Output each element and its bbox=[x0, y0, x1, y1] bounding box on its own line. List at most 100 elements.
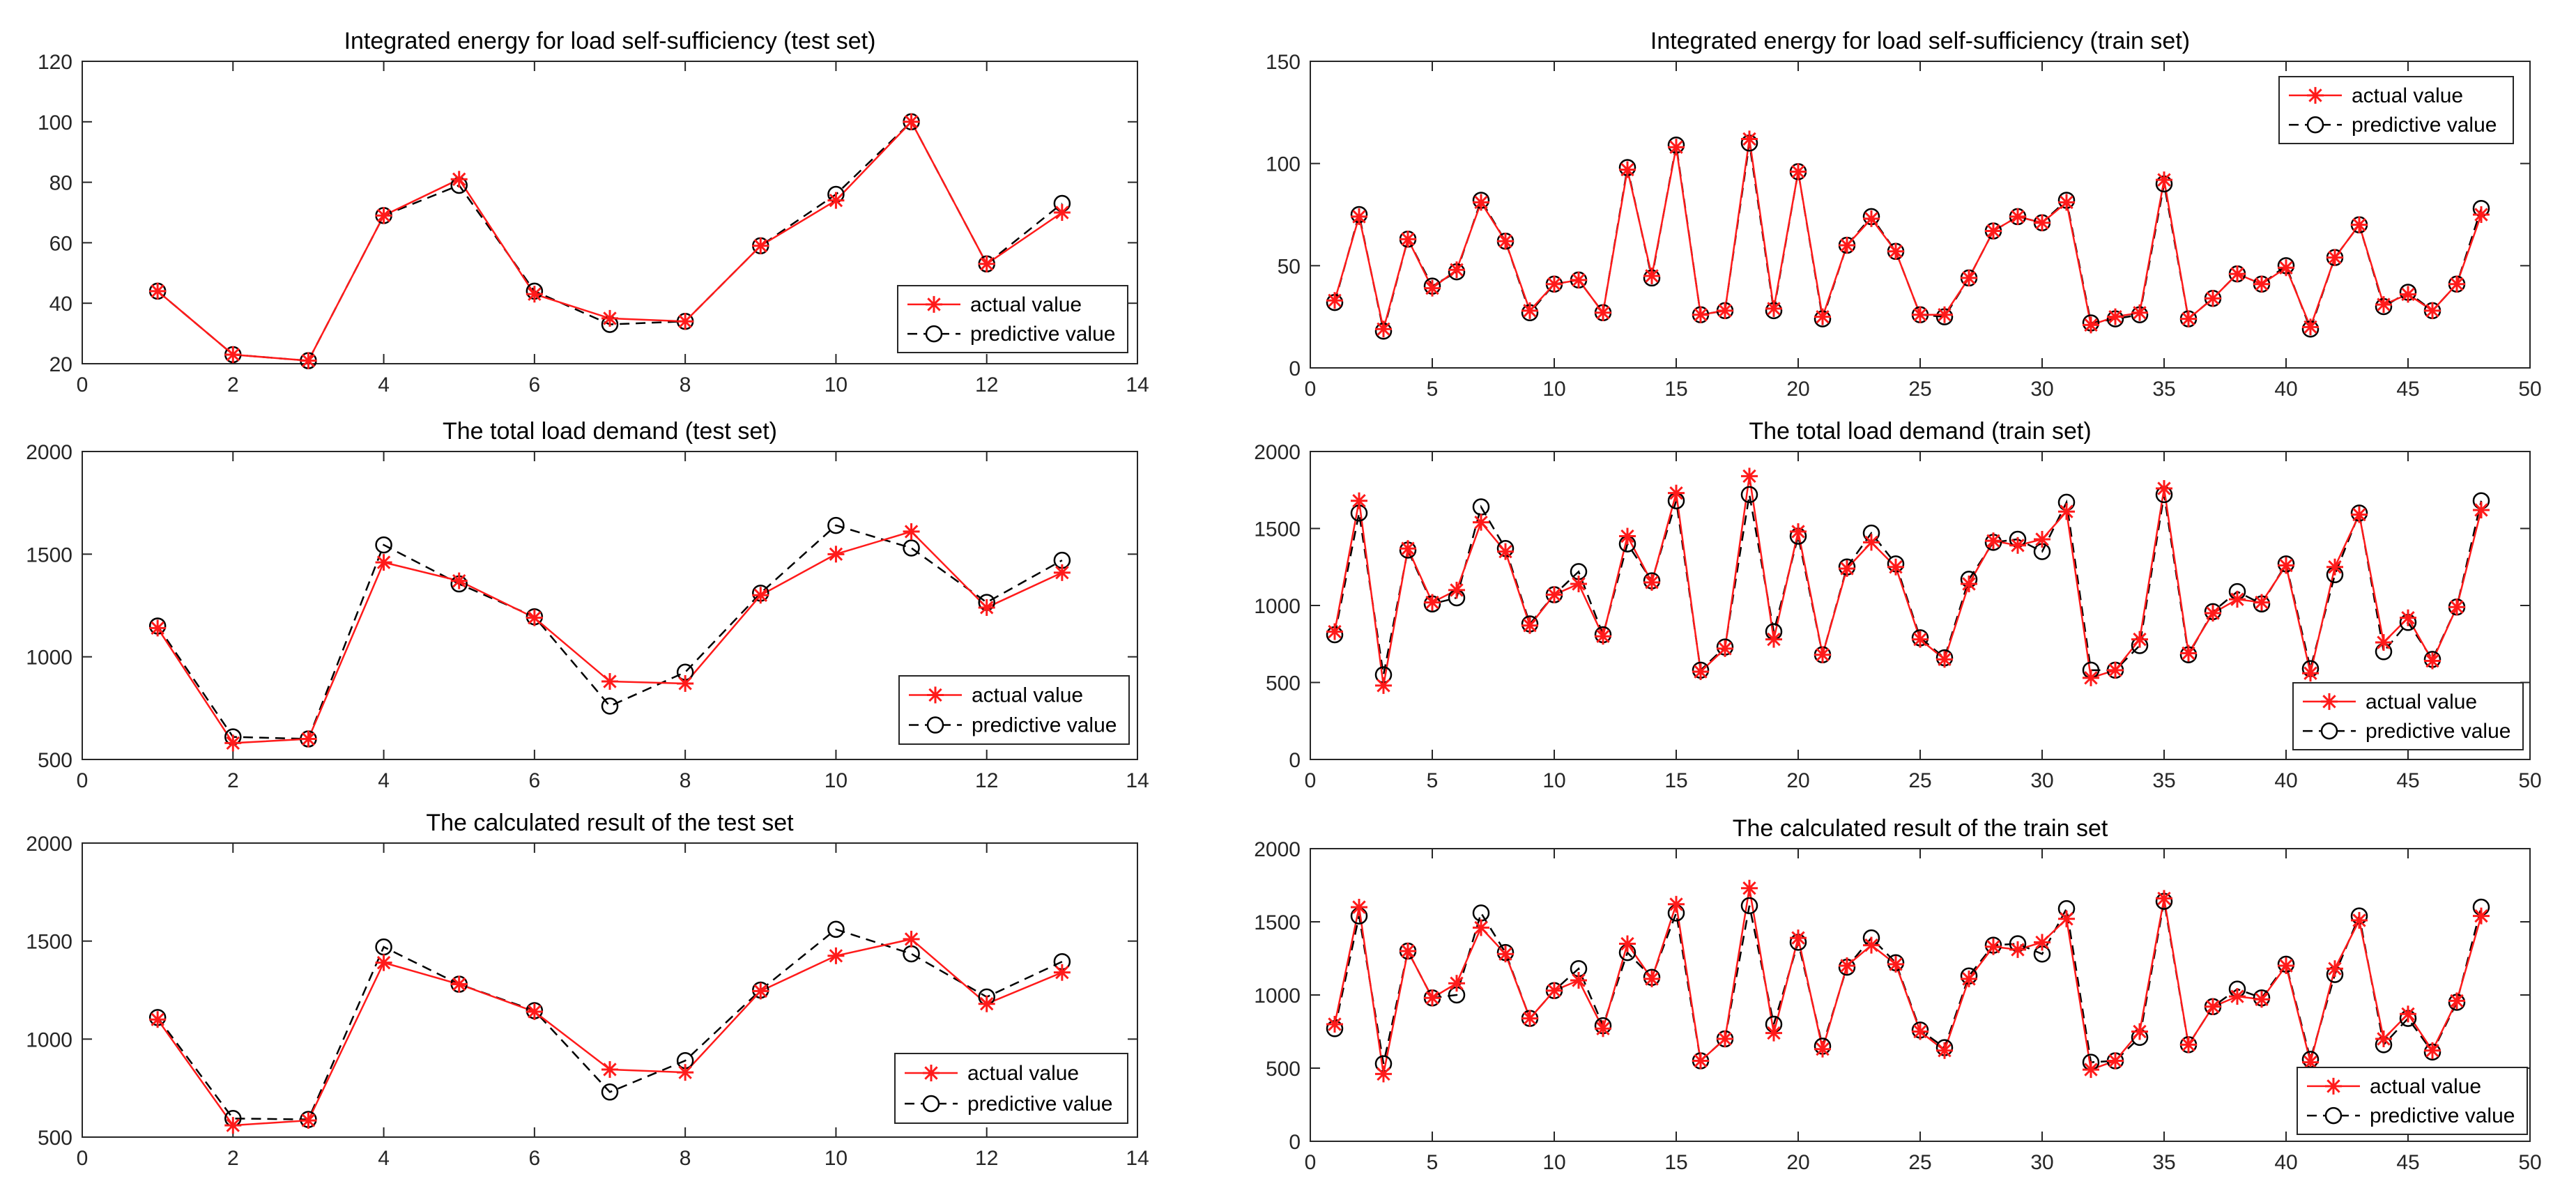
y-tick-label: 20 bbox=[49, 353, 72, 376]
actual-value-point bbox=[1887, 955, 1904, 973]
actual-value-point bbox=[1053, 564, 1071, 581]
actual-value-point bbox=[2278, 259, 2294, 277]
actual-value-point bbox=[752, 237, 769, 254]
actual-value-point bbox=[1839, 957, 1855, 974]
chart-panel-6: The calculated result of the train set 0 5… bbox=[1254, 815, 2541, 1174]
x-tick-label: 5 bbox=[1427, 769, 1439, 792]
actual-value-point bbox=[2473, 907, 2490, 925]
actual-value-point bbox=[1790, 163, 1807, 180]
actual-value-point bbox=[1521, 617, 1538, 634]
actual-value-point bbox=[1053, 964, 1071, 981]
x-tick-label: 4 bbox=[378, 1147, 390, 1170]
actual-value-point bbox=[2302, 665, 2319, 682]
chart-panel-5: The calculated result of the test set 0 2 4… bbox=[26, 810, 1149, 1170]
actual-value-point bbox=[1497, 946, 1514, 963]
x-tick-label: 15 bbox=[1664, 769, 1687, 792]
y-tick-label: 60 bbox=[49, 232, 72, 255]
actual-value-point bbox=[827, 947, 845, 964]
actual-value-point bbox=[601, 309, 618, 327]
actual-value-point bbox=[978, 599, 995, 616]
actual-value-point bbox=[903, 113, 920, 130]
actual-value-point bbox=[752, 982, 769, 1000]
x-tick-label: 8 bbox=[680, 1147, 691, 1170]
legend-predictive-marker bbox=[2306, 116, 2324, 134]
actual-value-point bbox=[2009, 208, 2026, 225]
x-tick-label: 20 bbox=[1786, 1151, 1809, 1174]
actual-value-point bbox=[1961, 970, 1977, 987]
actual-value-point bbox=[2229, 265, 2246, 283]
actual-value-point bbox=[601, 673, 618, 690]
x-tick-label: 40 bbox=[2274, 378, 2297, 401]
actual-value-point bbox=[1790, 929, 1807, 947]
legend-actual-label: actual value bbox=[970, 293, 1082, 316]
legend-actual-marker bbox=[2321, 693, 2338, 710]
actual-value-point bbox=[2107, 1052, 2124, 1070]
actual-value-point bbox=[149, 282, 167, 300]
legend: actual value predictive value bbox=[2292, 682, 2524, 750]
actual-value-point bbox=[149, 1011, 167, 1028]
actual-value-point bbox=[827, 546, 845, 563]
actual-value-point bbox=[1473, 919, 1489, 936]
actual-value-point bbox=[1887, 242, 1904, 260]
x-tick-label: 2 bbox=[227, 1147, 239, 1170]
x-tick-label: 20 bbox=[1786, 378, 1809, 401]
actual-value-point bbox=[2107, 661, 2124, 679]
y-tick-label: 1000 bbox=[1254, 595, 1301, 618]
legend-actual-marker bbox=[2307, 86, 2324, 104]
actual-value-point bbox=[1595, 628, 1611, 645]
actual-value-point bbox=[1765, 631, 1782, 648]
legend-predictive-marker bbox=[925, 325, 943, 343]
legend-predictive-label: predictive value bbox=[2366, 720, 2510, 743]
actual-value-point bbox=[2400, 1005, 2416, 1023]
actual-value-point bbox=[903, 930, 920, 948]
actual-value-point bbox=[1741, 468, 1758, 485]
y-tick-label: 1500 bbox=[26, 543, 72, 566]
actual-value-point bbox=[2058, 503, 2075, 520]
x-tick-label: 25 bbox=[1908, 769, 1931, 792]
actual-value-point bbox=[1619, 935, 1636, 952]
legend-predictive-label: predictive value bbox=[2370, 1104, 2515, 1127]
actual-value-point bbox=[1717, 640, 1733, 657]
actual-value-point bbox=[2180, 1036, 2197, 1054]
legend-predictive-label: predictive value bbox=[972, 714, 1117, 737]
actual-value-point bbox=[2448, 275, 2465, 293]
actual-value-point bbox=[1497, 543, 1514, 560]
actual-value-point bbox=[300, 352, 317, 369]
legend-predictive-marker bbox=[922, 1095, 940, 1113]
actual-value-point bbox=[2473, 501, 2490, 518]
actual-value-point bbox=[2083, 1061, 2099, 1079]
chart-panel-4: The total load demand (train set) 0 5 10 15 2… bbox=[1254, 418, 2541, 792]
predictive-value-point bbox=[903, 539, 920, 557]
y-tick-label: 1000 bbox=[1254, 985, 1301, 1008]
actual-value-point bbox=[1961, 576, 1977, 593]
actual-value-point bbox=[2205, 605, 2221, 622]
actual-value-point bbox=[1936, 651, 1953, 668]
y-tick-label: 500 bbox=[1266, 1058, 1301, 1081]
actual-value-point bbox=[1936, 306, 1953, 323]
legend: actual value predictive value bbox=[2297, 1067, 2528, 1135]
y-tick-label: 80 bbox=[49, 172, 72, 195]
actual-value-point bbox=[978, 255, 995, 272]
y-tick-label: 100 bbox=[38, 111, 72, 134]
actual-value-point bbox=[1985, 532, 2002, 550]
actual-value-point bbox=[2302, 318, 2319, 336]
actual-value-point bbox=[1448, 261, 1465, 279]
actual-value-point bbox=[1400, 540, 1416, 557]
actual-value-point bbox=[450, 572, 468, 589]
actual-value-point bbox=[1643, 573, 1660, 591]
actual-value-point bbox=[903, 523, 920, 540]
actual-value-point bbox=[2156, 171, 2172, 189]
legend: actual value predictive value bbox=[894, 1053, 1128, 1124]
actual-value-point bbox=[2009, 941, 2026, 958]
actual-value-point bbox=[1546, 275, 1563, 293]
actual-value-point bbox=[1668, 139, 1685, 156]
actual-value-point bbox=[752, 587, 769, 604]
actual-value-line bbox=[1333, 476, 2483, 686]
actual-value-point bbox=[1351, 492, 1367, 509]
x-tick-label: 6 bbox=[529, 1147, 541, 1170]
actual-value-point bbox=[2107, 308, 2124, 325]
actual-value-point bbox=[1961, 269, 1977, 286]
x-tick-label: 8 bbox=[680, 769, 691, 792]
actual-value-point bbox=[2278, 557, 2294, 574]
legend-predictive-marker bbox=[926, 716, 944, 734]
